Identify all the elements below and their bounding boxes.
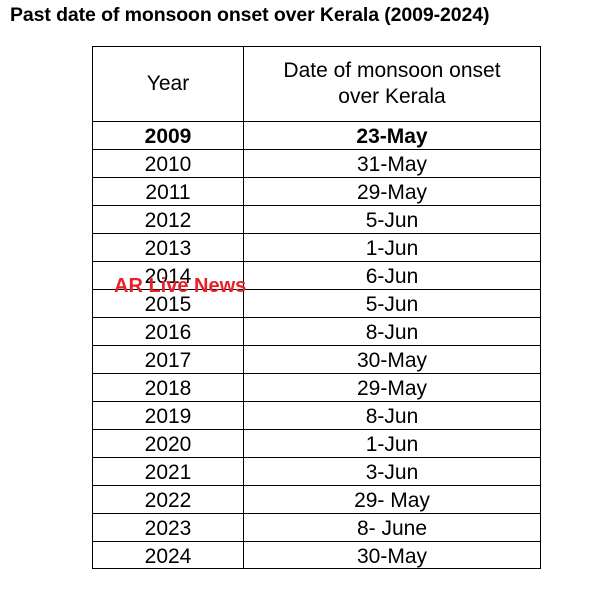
table-row: 2011 29-May [93, 178, 540, 206]
row-divider [93, 205, 540, 206]
year-cell: 2017 [144, 349, 192, 372]
row-divider [93, 149, 540, 150]
table-row: 2018 29-May [93, 374, 540, 402]
row-divider [93, 317, 540, 318]
table-row: 2024 30-May [93, 542, 540, 570]
row-divider [93, 233, 540, 234]
row-divider [93, 261, 540, 262]
year-cell: 2024 [144, 545, 192, 568]
row-divider [93, 373, 540, 374]
onset-date-cell: 1-Jun [365, 433, 419, 456]
year-cell: 2021 [144, 461, 192, 484]
onset-date-cell: 8-Jun [365, 405, 419, 428]
row-divider [93, 289, 540, 290]
table-row: 2020 1-Jun [93, 430, 540, 458]
onset-date-cell: 30-May [356, 545, 428, 568]
table-row: 2022 29- May [93, 486, 540, 514]
page-title: Past date of monsoon onset over Kerala (… [10, 4, 490, 26]
onset-date-cell: 29-May [356, 377, 428, 400]
onset-date-cell: 8- June [356, 517, 428, 540]
row-divider [93, 345, 540, 346]
monsoon-onset-table: Year Date of monsoon onset over Kerala 2… [92, 46, 541, 569]
header-date-label-line2: over Kerala [338, 85, 446, 108]
table-row: 2015 5-Jun [93, 290, 540, 318]
row-divider [93, 429, 540, 430]
row-divider [93, 177, 540, 178]
table-row: 2012 5-Jun [93, 206, 540, 234]
year-cell: 2011 [145, 181, 191, 204]
onset-date-cell: 30-May [356, 349, 428, 372]
year-cell: 2014 [144, 265, 192, 288]
onset-date-cell: 5-Jun [365, 209, 419, 232]
row-divider [93, 485, 540, 486]
year-cell: 2012 [144, 209, 192, 232]
header-date-label-line1: Date of monsoon onset [283, 59, 501, 82]
table-row: 2023 8- June [93, 514, 540, 542]
year-cell: 2010 [144, 153, 192, 176]
onset-date-cell: 31-May [356, 153, 428, 176]
header-date: Date of monsoon onset over Kerala [244, 47, 540, 121]
year-cell: 2013 [144, 237, 192, 260]
table-row: 2013 1-Jun [93, 234, 540, 262]
year-cell: 2023 [144, 517, 192, 540]
year-cell: 2009 [144, 125, 192, 148]
header-year: Year [93, 47, 243, 121]
year-cell: 2019 [144, 405, 192, 428]
table-row: 2009 23-May [93, 122, 540, 150]
table-row: 2019 8-Jun [93, 402, 540, 430]
year-cell: 2016 [144, 321, 192, 344]
header-divider [93, 121, 540, 122]
header-year-label: Year [146, 72, 190, 95]
column-divider [243, 47, 244, 568]
onset-date-cell: 6-Jun [365, 265, 419, 288]
table-row: 2017 30-May [93, 346, 540, 374]
row-divider [93, 541, 540, 542]
year-cell: 2020 [144, 433, 192, 456]
year-cell: 2018 [144, 377, 192, 400]
onset-date-cell: 29- May [354, 489, 430, 512]
onset-date-cell: 1-Jun [365, 237, 419, 260]
year-cell: 2015 [144, 293, 192, 316]
row-divider [93, 513, 540, 514]
onset-date-cell: 3-Jun [365, 461, 419, 484]
table-row: 2014 6-Jun [93, 262, 540, 290]
table-row: 2016 8-Jun [93, 318, 540, 346]
table-row: 2021 3-Jun [93, 458, 540, 486]
row-divider [93, 457, 540, 458]
onset-date-cell: 5-Jun [365, 293, 419, 316]
onset-date-cell: 23-May [356, 125, 428, 148]
table-row: 2010 31-May [93, 150, 540, 178]
row-divider [93, 401, 540, 402]
watermark-logo: AR Live News [114, 275, 247, 297]
onset-date-cell: 29-May [356, 181, 428, 204]
year-cell: 2022 [144, 489, 192, 512]
onset-date-cell: 8-Jun [365, 321, 419, 344]
